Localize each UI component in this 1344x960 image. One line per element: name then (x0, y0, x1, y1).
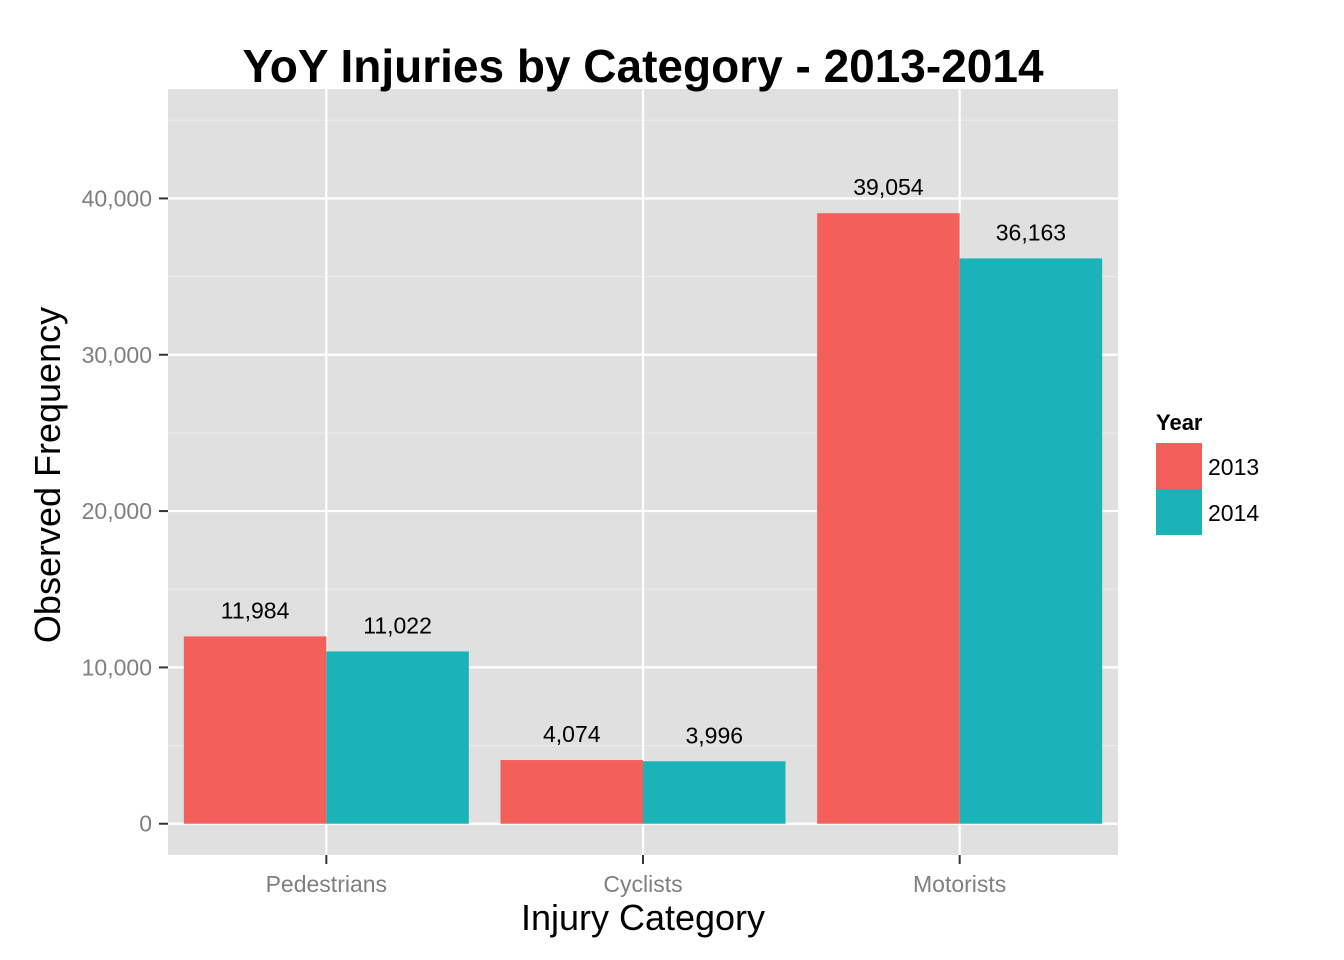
bars (183, 213, 1103, 824)
legend-title: Year (1156, 410, 1203, 435)
bar-2013-cyclists (500, 760, 643, 824)
legend-label-2013: 2013 (1208, 454, 1259, 480)
legend: Year 2013 2014 (1156, 410, 1259, 535)
data-labels: 11,984 4,074 39,054 11,022 3,996 36,163 (221, 174, 1066, 748)
y-tick-label: 0 (139, 811, 152, 837)
x-tick-label: Cyclists (603, 871, 682, 897)
legend-label-2014: 2014 (1208, 500, 1259, 526)
y-tick-label: 40,000 (82, 185, 152, 211)
y-axis-title: Observed Frequency (27, 307, 68, 643)
x-tick-label: Motorists (913, 871, 1006, 897)
chart-title: YoY Injuries by Category - 2013-2014 (242, 40, 1044, 92)
bar-2013-motorists (817, 213, 960, 824)
bar-2013-pedestrians (183, 636, 327, 824)
x-axis: Pedestrians Cyclists Motorists (266, 855, 1006, 897)
x-tick-label: Pedestrians (266, 871, 387, 897)
legend-swatch-2013 (1156, 443, 1202, 489)
legend-swatch-2014 (1156, 489, 1202, 535)
bar-2014-cyclists (643, 761, 786, 824)
data-label: 11,022 (363, 612, 432, 638)
x-axis-title: Injury Category (521, 897, 765, 938)
y-axis: 0 10,000 20,000 30,000 40,000 (82, 185, 168, 837)
bar-2014-motorists (959, 258, 1103, 824)
bar-2014-pedestrians (326, 651, 469, 824)
data-label: 4,074 (543, 721, 601, 747)
y-tick-label: 10,000 (82, 654, 152, 680)
data-label: 36,163 (996, 219, 1066, 245)
data-label: 11,984 (221, 597, 290, 623)
y-tick-label: 20,000 (82, 498, 152, 524)
data-label: 39,054 (853, 174, 924, 200)
data-label: 3,996 (685, 722, 743, 748)
y-tick-label: 30,000 (82, 342, 152, 368)
